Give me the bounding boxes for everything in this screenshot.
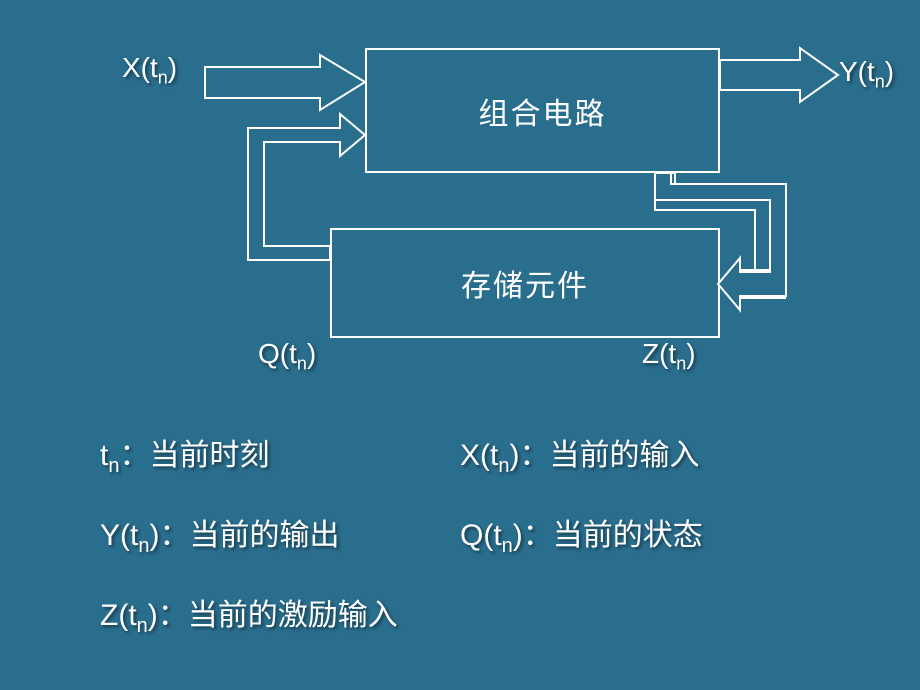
legend-q: Q(tn)：当前的状态 [460, 510, 703, 558]
legend-y: Y(tn)：当前的输出 [100, 510, 339, 558]
legend-tn: tn：当前时刻 [100, 430, 269, 478]
q-signal-label: Q(tn) [258, 338, 316, 375]
x-signal-label: X(tn) [122, 52, 177, 89]
legend-x: X(tn)：当前的输入 [460, 430, 699, 478]
y-signal-label: Y(tn) [839, 56, 894, 93]
z-signal-label: Z(tn) [642, 338, 696, 375]
legend-z: Z(tn)：当前的激励输入 [100, 590, 398, 638]
